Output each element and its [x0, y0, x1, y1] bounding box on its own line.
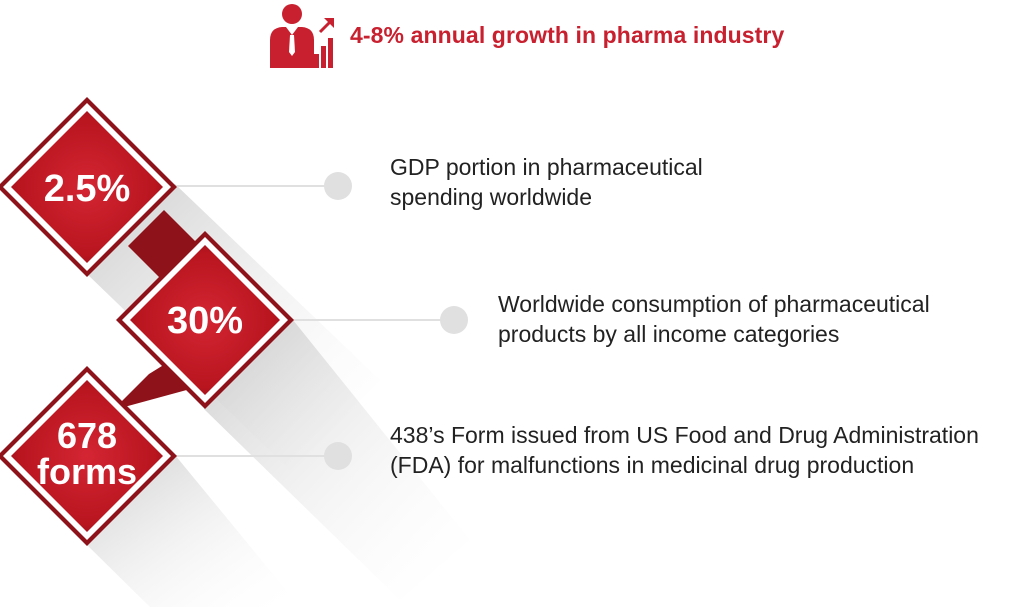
stat-diamond-3 — [0, 366, 177, 546]
stat-description-2: Worldwide consumption of pharmaceutical … — [498, 289, 930, 349]
stat-description-2-line-1: Worldwide consumption of pharmaceutical — [498, 291, 930, 317]
leader-dot-1 — [324, 172, 352, 200]
stat-diamond-1 — [0, 97, 177, 277]
stat-description-1: GDP portion in pharmaceutical spending w… — [390, 152, 703, 212]
stat-value-2: 30% — [166, 300, 244, 342]
header-title: 4-8% annual growth in pharma industry — [350, 21, 785, 48]
stat-value-3-line-2: forms — [36, 451, 138, 492]
header: 4-8% annual growth in pharma industry — [268, 2, 784, 68]
leader-dot-3 — [324, 442, 352, 470]
stat-value-3: 678 forms — [27, 418, 147, 490]
businessman-growth-chart-icon — [270, 4, 334, 68]
stat-description-3-line-1: 438’s Form issued from US Food and Drug … — [390, 422, 979, 448]
stat-value-1: 2.5% — [43, 168, 131, 210]
stat-description-3: 438’s Form issued from US Food and Drug … — [390, 420, 979, 480]
stat-description-1-line-1: GDP portion in pharmaceutical — [390, 154, 703, 180]
stat-description-2-line-2: products by all income categories — [498, 321, 840, 347]
stat-value-3-line-1: 678 — [56, 415, 118, 456]
leader-dot-2 — [440, 306, 468, 334]
stat-description-3-line-2: (FDA) for malfunctions in medicinal drug… — [390, 452, 915, 478]
stat-description-1-line-2: spending worldwide — [390, 184, 593, 210]
stat-diamond-2 — [116, 231, 294, 409]
